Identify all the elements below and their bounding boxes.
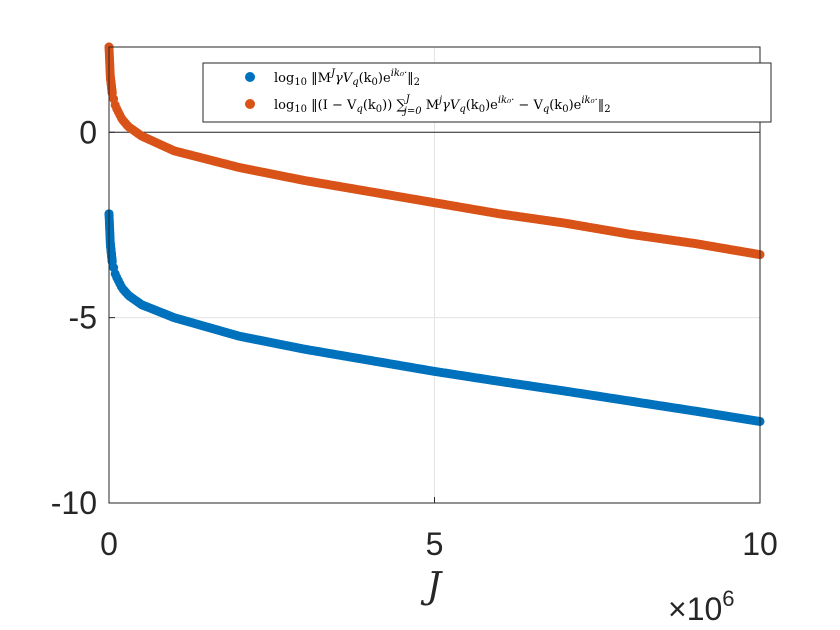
x-multiplier-exponent: 6 xyxy=(722,586,734,611)
legend-box xyxy=(202,62,772,123)
series-1 xyxy=(104,209,765,426)
legend-marker-2 xyxy=(245,99,255,109)
data-point xyxy=(107,88,117,98)
x-tick-label: 5 xyxy=(426,526,444,562)
tick-labels: 0 5 10 0 -5 -10 xyxy=(51,114,778,562)
legend-marker-1 xyxy=(245,72,255,82)
x-tick-label: 0 xyxy=(100,526,118,562)
legend-label-1: log10 ‖MJγVq(k0)eik₀·‖2 xyxy=(274,68,420,88)
x-axis-multiplier: ×106 xyxy=(668,586,735,627)
y-tick-label: -10 xyxy=(51,485,97,521)
x-multiplier-base: ×10 xyxy=(668,591,722,627)
x-tick-label: 10 xyxy=(742,526,778,562)
legend: log10 ‖MJγVq(k0)eik₀·‖2 log10 ‖(I − Vq(k… xyxy=(202,62,772,123)
y-tick-label: -5 xyxy=(69,300,97,336)
grid xyxy=(109,47,760,503)
x-axis-label: J xyxy=(420,566,444,607)
series-2 xyxy=(104,42,765,260)
series-layer xyxy=(104,42,765,426)
data-point xyxy=(107,257,117,267)
ticks xyxy=(108,131,761,504)
y-tick-label: 0 xyxy=(79,114,97,150)
